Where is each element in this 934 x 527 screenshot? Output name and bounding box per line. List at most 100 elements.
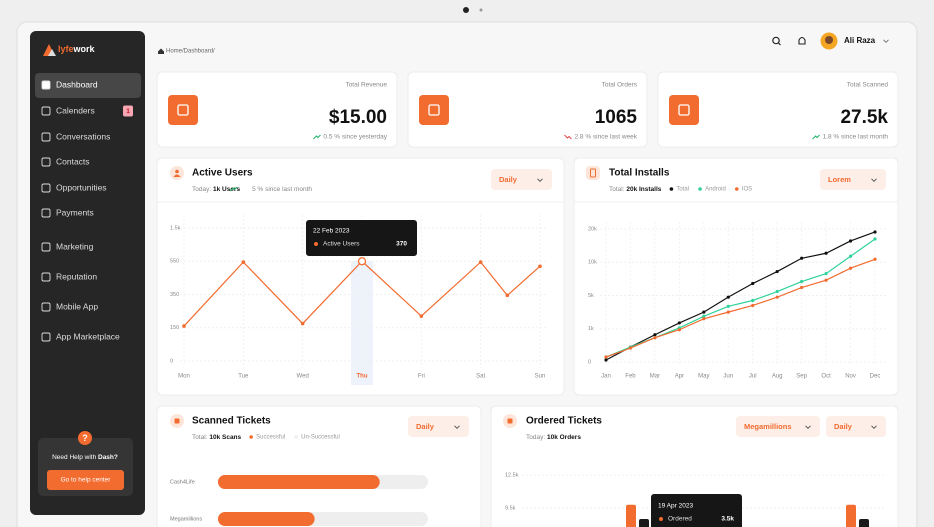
point — [702, 310, 706, 314]
menu-item[interactable]: Marketing — [56, 241, 94, 251]
dropdown-label: Daily — [834, 422, 853, 431]
subtitle-prefix: Total: — [192, 434, 209, 441]
point — [702, 317, 706, 321]
y-tick-label: 0 — [588, 359, 591, 365]
menu-icon — [41, 80, 51, 90]
tooltip-date: 19 Apr 2023 — [658, 503, 693, 510]
help-button[interactable] — [47, 470, 124, 490]
chevron-icon — [871, 178, 877, 183]
legend-label: Android — [705, 187, 726, 193]
stat-label: Total Scanned — [847, 82, 889, 89]
subtitle-value: 10k Scans — [209, 434, 241, 441]
menu-item[interactable]: Dashboard — [56, 79, 98, 89]
tooltip-date: 22 Feb 2023 — [313, 228, 350, 235]
point — [182, 324, 186, 328]
point — [419, 314, 424, 318]
dropdown[interactable] — [820, 169, 886, 190]
logo-second: work — [73, 44, 96, 54]
menu-item[interactable]: App Marketplace — [56, 331, 120, 341]
point — [800, 256, 804, 260]
point — [824, 271, 828, 276]
dropdown[interactable] — [408, 416, 469, 437]
x-tick-label: Jun — [723, 374, 733, 380]
search-icon[interactable] — [772, 36, 780, 45]
subtitle-change: 5 % since last month — [252, 186, 312, 193]
point — [800, 285, 804, 290]
menu-item[interactable]: Contacts — [56, 156, 90, 166]
bar — [859, 519, 869, 527]
y-tick-label: 10k — [588, 260, 597, 266]
menu-item[interactable]: Payments — [56, 207, 94, 217]
x-tick-label: Aug — [772, 374, 783, 380]
x-tick-label: Fri — [418, 374, 425, 380]
bar — [218, 475, 380, 489]
subtitle-prefix: Today: — [192, 186, 213, 193]
menu-icon — [41, 132, 51, 142]
subtitle-value: 20k Installs — [626, 186, 661, 193]
tooltip-label: Active Users — [323, 241, 360, 248]
menu-icon — [41, 332, 51, 342]
dropdown[interactable] — [736, 416, 820, 437]
menu-item[interactable]: Opportunities — [56, 182, 107, 192]
dropdown[interactable] — [826, 416, 886, 437]
point — [848, 239, 853, 243]
x-tick-label: May — [698, 374, 709, 380]
tooltip-label: Ordered — [668, 516, 692, 523]
x-tick-label: Dec — [870, 374, 881, 380]
x-tick-label: Jan — [601, 374, 611, 380]
menu-icon — [41, 208, 51, 218]
stat-card — [407, 71, 648, 148]
help-text-brand: Dash? — [98, 454, 118, 461]
chevron-icon — [883, 39, 889, 44]
menu-item[interactable]: Calenders — [56, 105, 95, 115]
point — [751, 303, 755, 308]
point — [628, 346, 633, 350]
tooltip — [306, 220, 417, 256]
search-icon-handle — [778, 42, 781, 46]
y-tick-label: 9.5k — [505, 505, 516, 511]
help-icon — [78, 431, 92, 445]
card-icon — [586, 166, 600, 180]
bell-icon[interactable] — [798, 36, 806, 45]
y-tick-label: 350 — [170, 292, 179, 298]
trend-arrow — [564, 134, 572, 140]
legend-dot — [249, 435, 253, 439]
menu-item[interactable]: Conversations — [56, 131, 110, 141]
series-line — [605, 231, 876, 361]
camera-dot — [463, 7, 469, 13]
card-title: Active Users — [192, 168, 253, 179]
point — [653, 333, 657, 337]
point — [800, 279, 804, 284]
dropdown-label: Daily — [416, 422, 435, 431]
stat-label: Total Revenue — [345, 82, 387, 89]
y-tick-label: 550 — [170, 259, 179, 265]
subtitle-value: 10k Orders — [547, 434, 581, 441]
stat-icon — [419, 95, 449, 125]
scanned-tickets-card — [156, 405, 482, 527]
legend-dot — [294, 435, 298, 439]
logo-icon — [48, 49, 56, 56]
point — [604, 358, 608, 362]
trend-arrow — [812, 134, 820, 140]
stat-label: Total Orders — [602, 82, 638, 89]
point — [848, 266, 853, 270]
stat-value: 27.5k — [840, 107, 888, 128]
menu-item[interactable]: Mobile App — [56, 301, 98, 311]
card-icon-glyph — [590, 168, 596, 178]
card-title: Ordered Tickets — [526, 416, 602, 427]
point — [241, 260, 246, 264]
x-tick-label: Nov — [845, 374, 856, 380]
card-subtitle: Today: 1k Users 5 % since last month — [192, 186, 312, 193]
card-icon-glyph — [174, 418, 180, 424]
point — [775, 295, 779, 299]
bar-label: Cash4Life — [170, 479, 195, 485]
bar — [626, 504, 636, 527]
help-text: Need Help with Dash? — [52, 454, 118, 461]
dropdown[interactable] — [491, 169, 552, 190]
stat-change: 1.8 % since last month — [823, 134, 889, 141]
help-button-label[interactable]: Go to help center — [61, 477, 112, 484]
dropdown-label: Daily — [499, 175, 518, 184]
menu-item[interactable]: Reputation — [56, 271, 97, 281]
x-tick-label: Jul — [749, 374, 757, 380]
